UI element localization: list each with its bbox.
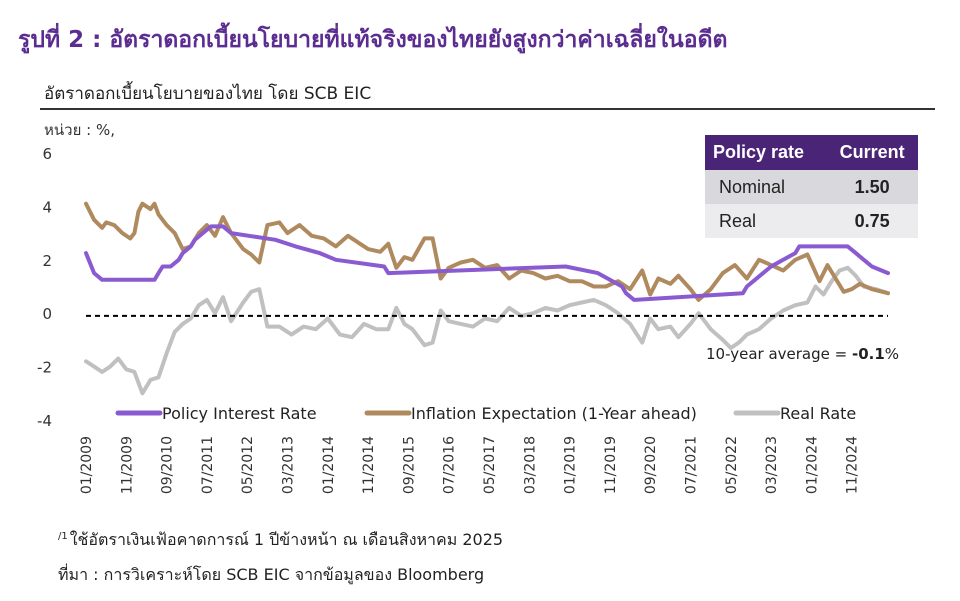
table-row: Real 0.75 [705,204,918,238]
table-row-label-nominal: Nominal [705,170,827,204]
table-row-value-real: 0.75 [826,204,918,238]
y-tick-label: -4 [37,412,52,430]
unit-label: หน่วย : %, [44,121,115,139]
x-tick-label: 03/2023 [764,436,780,494]
series-line-policy [84,224,890,302]
table-row-value-nominal: 1.50 [826,170,918,204]
x-tick-label: 07/2011 [200,436,216,494]
x-tick-label: 11/2019 [603,436,619,494]
legend-label-policy: Policy Interest Rate [162,404,317,423]
x-tick-label: 09/2020 [643,436,659,494]
x-tick-label: 03/2013 [281,436,297,494]
table-header-row: Policy rate Current [705,135,918,170]
x-tick-label: 05/2017 [482,436,498,494]
x-tick-label: 09/2010 [160,436,176,494]
y-tick-label: 0 [42,305,52,323]
table-row: Nominal 1.50 [705,170,918,204]
x-tick-label: 07/2016 [442,436,458,494]
y-tick-label: -2 [37,359,52,377]
x-tick-label: 07/2021 [684,436,700,494]
average-annotation: 10-year average = -0.1% [706,345,899,363]
legend-label-real: Real Rate [780,404,856,423]
footnote-marker: /1 [58,530,68,542]
chart-subtitle: อัตราดอกเบี้ยนโยบายของไทย โดย SCB EIC [44,84,372,104]
x-tick-label: 01/2014 [321,436,337,494]
y-tick-label: 2 [42,252,52,270]
x-tick-label: 11/2009 [119,436,135,494]
table-header-policy-rate: Policy rate [705,135,827,170]
x-tick-label: 03/2018 [522,436,538,494]
policy-rate-table: Policy rate Current Nominal 1.50 Real 0.… [705,135,918,238]
x-tick-label: 05/2012 [240,436,256,494]
x-tick-label: 01/2019 [563,436,579,494]
x-tick-label: 09/2015 [401,436,417,494]
x-tick-label: 01/2024 [804,436,820,494]
source-note: ที่มา : การวิเคราะห์โดย SCB EIC จากข้อมู… [58,565,485,584]
series-line-inflation [84,201,890,302]
footnote-text: ใช้อัตราเงินเฟ้อคาดการณ์ 1 ปีข้างหน้า ณ … [69,530,504,549]
x-tick-label: 11/2024 [845,436,861,494]
x-tick-label: 05/2022 [724,436,740,494]
legend-label-inflation: Inflation Expectation (1-Year ahead) [411,404,697,423]
footnote: /1 ใช้อัตราเงินเฟ้อคาดการณ์ 1 ปีข้างหน้า … [58,528,503,553]
series-line-real [84,265,890,396]
table-row-label-real: Real [705,204,827,238]
x-tick-label: 11/2014 [361,436,377,494]
y-tick-label: 6 [42,145,52,163]
y-tick-label: 4 [42,198,52,216]
x-tick-label: 01/2009 [79,436,95,494]
figure-title: รูปที่ 2 : อัตราดอกเบี้ยนโยบายที่แท้จริง… [18,27,728,53]
table-header-current: Current [826,135,918,170]
title-divider [40,108,935,110]
